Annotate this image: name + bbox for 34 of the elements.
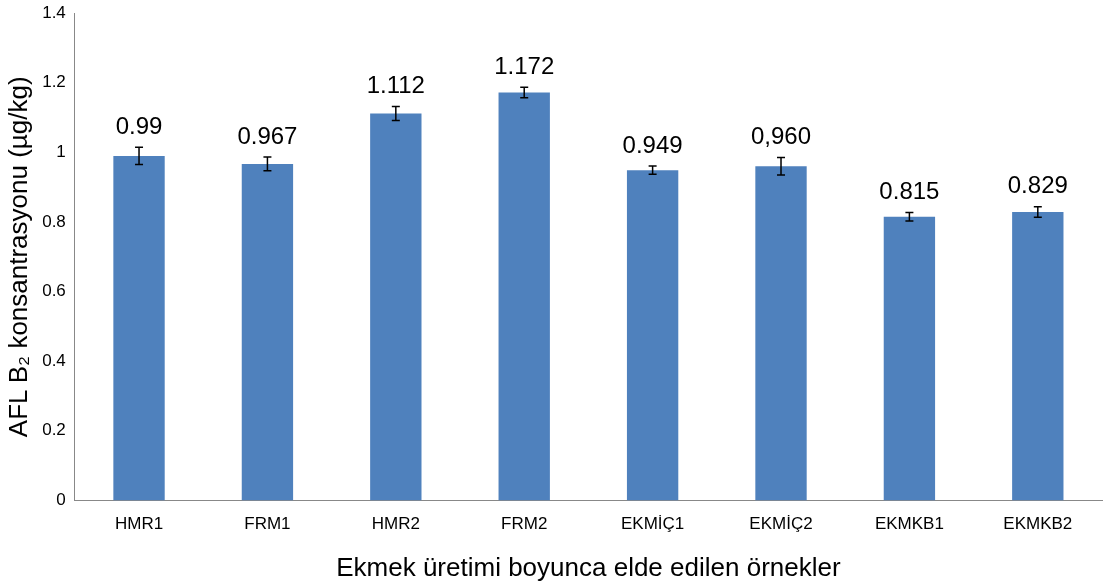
data-label: 0.967 xyxy=(237,121,298,149)
data-label: 1.112 xyxy=(366,71,425,99)
x-tick-label: FRM1 xyxy=(244,514,291,534)
bar xyxy=(755,166,807,501)
bar xyxy=(498,92,550,501)
x-tick-label: FRM2 xyxy=(501,514,548,534)
bar xyxy=(370,113,422,501)
bar xyxy=(1012,211,1064,501)
y-tick-label: 0.6 xyxy=(42,281,66,301)
x-tick-label: EKMKB1 xyxy=(874,514,944,534)
y-tick-label: 0.2 xyxy=(42,420,66,440)
x-tick-label: EKMİÇ1 xyxy=(620,514,685,534)
data-label: 0,960 xyxy=(750,122,812,150)
y-tick-label: 0 xyxy=(56,490,66,510)
x-tick-label: EKMİÇ2 xyxy=(749,514,813,534)
bar xyxy=(241,163,294,501)
y-axis-title: AFL B₂ konsantrasyonu (µg/kg) xyxy=(2,76,33,438)
data-label: 0.949 xyxy=(622,130,683,158)
data-label: 0.99 xyxy=(115,111,163,139)
x-tick-label: HMR2 xyxy=(371,514,420,534)
y-tick-label: 1.4 xyxy=(42,2,66,22)
data-label: 0.815 xyxy=(879,177,940,205)
data-label: 1.172 xyxy=(494,51,555,79)
x-tick-label: HMR1 xyxy=(114,514,164,534)
y-tick-label: 1 xyxy=(56,142,66,162)
x-axis-title: Ekmek üretimi boyunca elde edilen örnekler xyxy=(336,551,841,582)
y-tick-label: 1.2 xyxy=(42,72,66,92)
data-label: 0.829 xyxy=(1007,171,1068,199)
y-tick-label: 0.4 xyxy=(42,350,66,370)
x-tick-label: EKMKB2 xyxy=(1003,514,1073,534)
bar xyxy=(883,216,936,501)
bar xyxy=(626,170,679,501)
bar xyxy=(113,155,165,501)
y-tick-label: 0.8 xyxy=(42,211,66,231)
